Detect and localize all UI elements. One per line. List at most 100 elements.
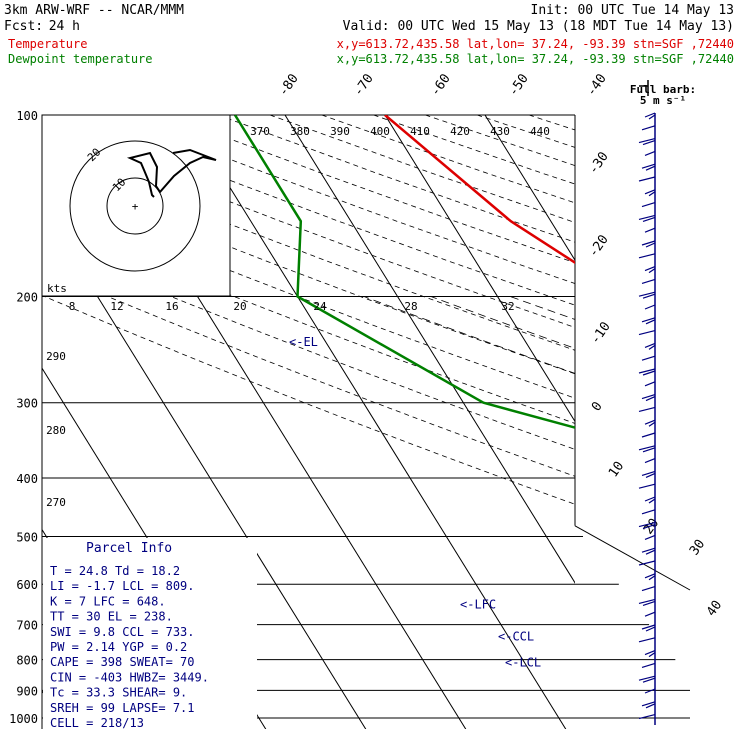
skew-temp-label: -30 <box>586 149 612 177</box>
hodograph-speed-label: 12 <box>110 300 123 313</box>
wind-barb <box>644 611 656 617</box>
hodograph-trace <box>126 148 217 198</box>
wind-barb <box>644 381 656 387</box>
wind-barb <box>642 600 656 606</box>
parcel-info-row: TT = 30 EL = 238. <box>50 610 173 624</box>
wind-barb <box>638 560 656 566</box>
moist-adiabat <box>510 296 575 320</box>
hodograph-speed-label: 28 <box>404 300 417 313</box>
wind-barb <box>641 240 656 246</box>
parcel-info-rows: T = 24.8 Td = 18.2LI = -1.7 LCL = 809.K … <box>50 564 209 730</box>
hodograph-center: + <box>132 200 139 213</box>
wind-barb <box>645 319 656 325</box>
wind-legend-value: 5 m s⁻¹ <box>640 94 686 107</box>
pressure-label: 100 <box>16 109 38 123</box>
level-marker: <-LCL <box>505 655 541 669</box>
model-title: 3km ARW-WRF -- NCAR/MMM <box>4 3 184 18</box>
wind-barb <box>648 652 656 658</box>
wind-barb <box>645 549 656 555</box>
theta-label: 440 <box>530 125 550 138</box>
hodograph-unit: kts <box>47 282 67 295</box>
pressure-label: 200 <box>16 291 38 305</box>
plot-edge-diagonal <box>574 525 691 591</box>
isotherm-line <box>685 115 740 731</box>
level-marker: <-EL <box>289 335 318 349</box>
init-time: Init: 00 UTC Tue 14 May 13 <box>531 3 735 18</box>
dewpoint-line <box>233 115 575 429</box>
parcel-info-row: LI = -1.7 LCL = 809. <box>50 579 195 593</box>
parcel-info-row: K = 7 LFC = 648. <box>50 594 166 608</box>
wind-barb <box>642 370 656 376</box>
wind-barb <box>644 650 656 656</box>
wind-barb <box>644 266 656 272</box>
wind-barb <box>644 458 656 464</box>
wind-barb <box>645 703 656 709</box>
isotherm-line <box>284 115 575 584</box>
pressure-label: 700 <box>16 619 38 633</box>
parcel-info-row: CELL = 218/13 <box>50 716 144 730</box>
wind-barb <box>638 214 656 220</box>
wind-barb <box>638 522 656 528</box>
wind-barb <box>642 140 656 146</box>
skew-temp-label: 30 <box>687 537 708 558</box>
wind-barb <box>638 291 656 297</box>
hodograph-speed-label: 20 <box>233 300 246 313</box>
parcel-info-row: PW = 2.14 YGP = 0.2 <box>50 640 187 654</box>
wind-barb <box>641 125 656 131</box>
fcst-label: Fcst: <box>4 19 43 34</box>
isotherm-line <box>384 115 575 423</box>
pressure-label: 800 <box>16 654 38 668</box>
wind-barb <box>642 216 656 222</box>
isotherm-line <box>585 115 740 731</box>
skew-temp-label: 0 <box>589 399 606 414</box>
wind-barb <box>641 278 656 284</box>
parcel-info-row: CAPE = 398 SWEAT= 70 <box>50 655 195 669</box>
wind-barb <box>648 344 656 350</box>
wind-barb <box>644 534 656 540</box>
wind-barb <box>644 496 656 502</box>
theta-label: 370 <box>250 125 270 138</box>
pressure-label: 400 <box>16 472 38 486</box>
skew-temp-label: -80 <box>276 71 302 99</box>
dewpoint-legend: Dewpoint temperature <box>8 52 153 66</box>
parcel-info-row: Tc = 33.3 SHEAR= 9. <box>50 686 187 700</box>
wind-barb <box>638 637 656 643</box>
wind-barb <box>648 421 656 427</box>
dry-adiabat <box>42 268 575 477</box>
wind-barb <box>638 330 656 336</box>
skew-temp-label: 40 <box>704 598 725 619</box>
dry-adiabat <box>42 171 575 375</box>
wind-barb <box>645 242 656 248</box>
theta-label: 430 <box>490 125 510 138</box>
theta-label: 400 <box>370 125 390 138</box>
skew-temp-label: -60 <box>428 71 454 99</box>
theta-label: 410 <box>410 125 430 138</box>
skew-temp-label: 10 <box>606 459 627 480</box>
parcel-info-row: T = 24.8 Td = 18.2 <box>50 564 180 578</box>
wind-barb <box>641 509 656 515</box>
wind-barb <box>648 268 656 274</box>
skew-temp-label: -40 <box>584 71 610 99</box>
theta-label: 420 <box>450 125 470 138</box>
wind-barb <box>641 586 656 592</box>
wind-barb <box>641 432 656 438</box>
hodograph-speed-label: 8 <box>69 300 76 313</box>
wind-barb <box>645 626 656 632</box>
wind-barb <box>638 406 656 412</box>
wind-barb <box>638 138 656 144</box>
skew-temp-label: -70 <box>351 71 377 99</box>
pressure-label: 1000 <box>9 712 38 726</box>
parcel-info-title: Parcel Info <box>86 541 172 556</box>
dry-adiabat <box>218 115 575 243</box>
wind-barb <box>638 598 656 604</box>
hodograph-ring-outer <box>69 140 201 272</box>
moist-adiabat <box>606 297 740 731</box>
wind-barb <box>645 165 656 171</box>
wind-barb <box>644 573 656 579</box>
wind-barb <box>641 355 656 361</box>
dry-adiabat <box>42 242 575 450</box>
wind-barb <box>638 445 656 451</box>
temperature-legend: Temperature <box>8 37 87 51</box>
moist-adiabat <box>363 296 575 374</box>
level-marker: <-CCL <box>498 630 534 644</box>
